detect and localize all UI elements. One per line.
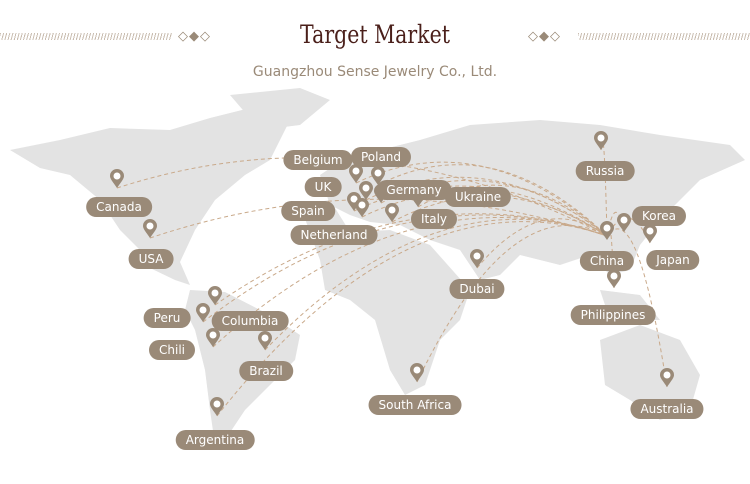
market-label-ukraine: Ukraine — [444, 187, 512, 207]
market-label-canada: Canada — [86, 197, 152, 217]
page-title: Target Market — [300, 20, 450, 49]
market-label-usa: USA — [128, 249, 174, 269]
company-name: Guangzhou Sense Jewelry Co., Ltd. — [252, 64, 498, 80]
market-label-south-africa: South Africa — [368, 395, 462, 415]
map-pin-icon — [600, 221, 614, 240]
map-pin-icon — [594, 131, 608, 150]
map-pin-icon — [110, 169, 124, 188]
divider-left — [0, 33, 172, 40]
map-pin-icon — [470, 249, 484, 268]
map-pin-icon — [209, 396, 225, 416]
route-south-africa — [416, 225, 608, 383]
route-argentina — [216, 221, 608, 417]
divider-right — [578, 33, 750, 40]
market-label-peru: Peru — [143, 308, 191, 328]
market-label-dubai: Dubai — [449, 279, 505, 299]
market-label-italy: Italy — [410, 209, 458, 229]
market-label-belgium: Belgium — [283, 150, 353, 170]
continents — [10, 88, 745, 445]
route-chili — [212, 216, 608, 348]
ornament-right: ◇◆◇ — [528, 29, 561, 44]
map-pin-icon — [643, 224, 657, 243]
map-pin-icon — [206, 328, 220, 347]
map-pin-icon — [208, 286, 222, 305]
map-pin-icon — [355, 198, 369, 217]
map-pin-icon — [196, 303, 210, 322]
market-label-korea: Korea — [631, 206, 687, 226]
market-label-poland: Poland — [350, 147, 412, 167]
ornament-left: ◇◆◇ — [178, 29, 211, 44]
map-pin-icon — [258, 331, 272, 350]
map-pin-icon — [371, 166, 385, 185]
market-label-china: China — [579, 251, 635, 271]
market-label-japan: Japan — [646, 250, 700, 270]
route-brazil — [264, 218, 608, 351]
route-korea — [606, 211, 625, 237]
market-label-netherland: Netherland — [290, 225, 378, 245]
route-australia — [606, 228, 668, 388]
market-label-columbia: Columbia — [211, 311, 289, 331]
route-poland — [377, 164, 608, 237]
route-dubai — [476, 218, 608, 269]
route-ukraine — [417, 184, 608, 237]
map-pin-icon — [359, 181, 373, 200]
route-columbia — [214, 213, 608, 306]
market-label-philippines: Philippines — [570, 305, 656, 325]
route-russia — [600, 139, 608, 237]
map-pin-icon — [660, 368, 674, 387]
map-pin-icon — [349, 164, 363, 183]
market-label-russia: Russia — [575, 161, 635, 181]
map-pin-icon — [143, 219, 157, 238]
market-label-brazil: Brazil — [239, 361, 293, 381]
market-label-uk: UK — [304, 177, 342, 197]
map-pin-icon — [607, 269, 621, 288]
map-pin-icon — [347, 192, 361, 211]
map-pin-icon — [385, 203, 399, 222]
map-pin-icon — [410, 363, 424, 382]
pins — [110, 131, 674, 416]
map-pin-icon — [617, 213, 631, 232]
market-label-germany: Germany — [376, 180, 452, 200]
market-label-argentina: Argentina — [175, 430, 255, 450]
market-label-chili: Chili — [149, 340, 195, 360]
market-label-spain: Spain — [281, 201, 335, 221]
market-label-australia: Australia — [630, 399, 704, 419]
